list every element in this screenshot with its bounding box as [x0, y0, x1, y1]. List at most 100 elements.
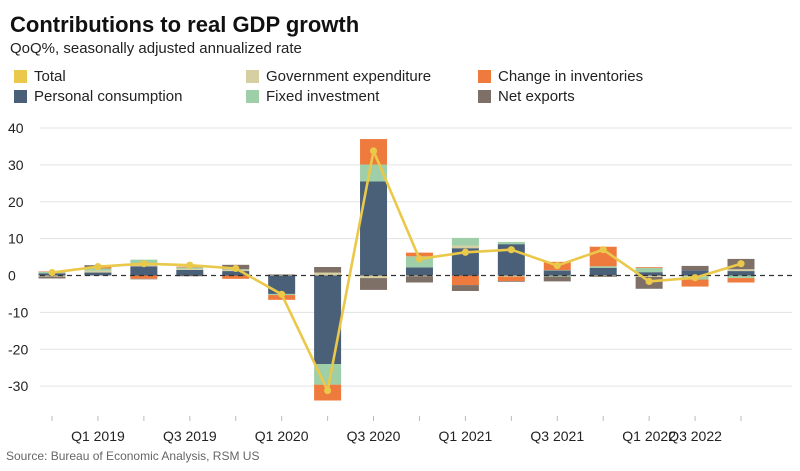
- bar-fixed-q2-2020: [314, 364, 342, 385]
- bar-nx-q4-2018: [38, 276, 66, 279]
- legend-label-fixed-investment: Fixed investment: [266, 88, 380, 105]
- total-point-q2-2022: [691, 274, 699, 282]
- total-point-q2-2021: [507, 246, 515, 254]
- y-tick-label: 10: [8, 231, 24, 247]
- bar-gov-q1-2020: [268, 274, 296, 276]
- x-tick-label: Q3 2021: [530, 428, 584, 444]
- x-tick-label: Q1 2021: [439, 428, 493, 444]
- bar-nx-q2-2020: [314, 267, 342, 273]
- bar-nx-q2-2021: [497, 281, 525, 282]
- legend-swatch-government-expenditure: [246, 70, 259, 83]
- total-point-q2-2019: [140, 260, 148, 268]
- legend-swatch-change-in-inventories: [478, 70, 491, 83]
- bar-pce-q1-2022: [635, 272, 663, 276]
- bar-gov-q3-2019: [176, 268, 204, 270]
- legend-item-net-exports: Net exports: [478, 88, 575, 105]
- x-tick-label: Q3 2022: [668, 428, 722, 444]
- bar-pce-q2-2020: [314, 275, 342, 364]
- bar-nx-q4-2021: [589, 276, 617, 277]
- total-point-q1-2022: [645, 277, 653, 285]
- bar-gov-q1-2022: [635, 275, 663, 277]
- total-point-q4-2021: [599, 246, 607, 254]
- bar-nx-q3-2021: [543, 276, 571, 282]
- total-point-q4-2018: [48, 268, 56, 277]
- bar-inv-q2-2019: [130, 275, 158, 279]
- bar-nx-q2-2022: [681, 265, 709, 271]
- bar-pce-q2-2019: [130, 266, 158, 276]
- bar-fixed-q3-2022: [727, 275, 755, 279]
- source-note: Source: Bureau of Economic Analysis, RSM…: [6, 449, 260, 463]
- bar-fixed-q4-2021: [589, 266, 617, 268]
- x-tick-label: Q3 2019: [163, 428, 217, 444]
- legend-label-personal-consumption: Personal consumption: [34, 88, 183, 105]
- total-line: [51, 149, 742, 392]
- legend-item-personal-consumption: Personal consumption: [14, 88, 182, 105]
- total-point-q4-2019: [232, 264, 240, 273]
- total-point-q1-2021: [461, 248, 469, 256]
- x-tick-label: Q1 2020: [255, 428, 309, 444]
- bar-nx-q4-2020: [405, 276, 433, 283]
- y-tick-label: 20: [8, 194, 24, 210]
- bar-pce-q4-2019: [222, 271, 250, 276]
- legend-label-government-expenditure: Government expenditure: [266, 68, 432, 85]
- total-point-q1-2020: [278, 290, 286, 298]
- y-tick-label: 40: [8, 120, 24, 136]
- bar-pce-q4-2021: [589, 267, 617, 276]
- chart-legend: Total Personal consumption Government ex…: [14, 68, 774, 112]
- legend-swatch-fixed-investment: [246, 90, 259, 103]
- legend-swatch-personal-consumption: [14, 90, 27, 103]
- x-tick-label: Q3 2020: [347, 428, 401, 444]
- bar-nx-q3-2019: [176, 275, 204, 277]
- bar-gov-q1-2019: [84, 270, 112, 273]
- legend-item-total: Total: [14, 68, 66, 85]
- y-tick-label: 30: [8, 157, 24, 173]
- legend-item-government-expenditure: Government expenditure: [246, 68, 431, 85]
- total-point-q3-2019: [186, 261, 194, 269]
- bar-pce-q3-2019: [176, 269, 204, 276]
- total-point-q3-2020: [369, 147, 378, 155]
- y-tick-label: -10: [8, 304, 28, 320]
- bar-fixed-q1-2021: [451, 237, 479, 246]
- legend-label-total: Total: [34, 68, 66, 85]
- total-point-q1-2019: [94, 263, 102, 271]
- legend-item-change-in-inventories: Change in inventories: [478, 68, 643, 85]
- bar-inv-q2-2021: [497, 276, 525, 282]
- legend-label-net-exports: Net exports: [498, 88, 575, 105]
- bar-pce-q3-2022: [727, 271, 755, 276]
- bar-gov-q3-2020: [360, 275, 388, 279]
- bar-pce-q1-2019: [84, 272, 112, 276]
- bar-fixed-q2-2021: [497, 241, 525, 245]
- y-tick-label: -20: [8, 341, 28, 357]
- legend-swatch-net-exports: [478, 90, 491, 103]
- legend-label-change-in-inventories: Change in inventories: [498, 68, 644, 85]
- y-tick-label: 0: [8, 268, 16, 284]
- total-point-q3-2021: [553, 261, 561, 270]
- chart-subtitle: QoQ%, seasonally adjusted annualized rat…: [10, 40, 302, 57]
- bar-nx-q2-2019: [130, 278, 158, 280]
- bar-inv-q4-2019: [222, 275, 250, 279]
- bar-inv-q4-2020: [405, 252, 433, 257]
- legend-swatch-total: [14, 70, 27, 83]
- bar-gov-q3-2022: [727, 269, 755, 272]
- bar-nx-q1-2020: [268, 274, 296, 275]
- bar-inv-q2-2022: [681, 279, 709, 287]
- bar-gov-q2-2020: [314, 272, 342, 276]
- total-point-q3-2022: [737, 260, 745, 268]
- x-tick-label: Q1 2022: [622, 428, 676, 444]
- total-point-q2-2020: [324, 386, 332, 395]
- total-point-q4-2020: [415, 255, 424, 263]
- y-tick-label: -30: [8, 378, 28, 394]
- bar-pce-q4-2020: [405, 267, 433, 276]
- bar-gov-q3-2021: [543, 269, 571, 271]
- bar-inv-q1-2022: [635, 267, 663, 268]
- legend-item-fixed-investment: Fixed investment: [246, 88, 379, 105]
- x-tick-label: Q1 2019: [71, 428, 125, 444]
- bar-nx-q3-2020: [360, 278, 388, 290]
- bar-inv-q1-2021: [451, 275, 479, 286]
- bar-gov-q1-2021: [451, 245, 479, 249]
- bar-pce-q3-2021: [543, 270, 571, 276]
- bar-gov-q4-2021: [589, 275, 617, 277]
- bar-inv-q3-2022: [727, 278, 755, 283]
- bar-fixed-q1-2022: [635, 267, 663, 273]
